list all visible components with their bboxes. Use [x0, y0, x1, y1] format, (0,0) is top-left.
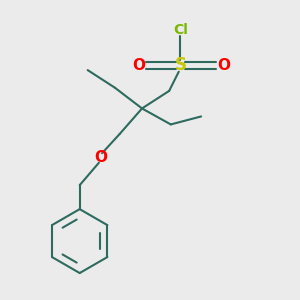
Text: S: S: [174, 56, 186, 74]
Text: Cl: Cl: [173, 23, 188, 37]
Text: O: O: [217, 58, 230, 73]
Text: O: O: [94, 151, 107, 166]
Text: O: O: [132, 58, 145, 73]
